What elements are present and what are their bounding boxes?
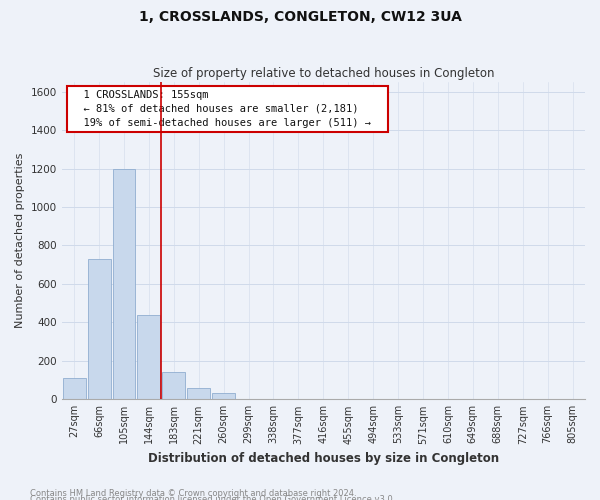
X-axis label: Distribution of detached houses by size in Congleton: Distribution of detached houses by size … <box>148 452 499 465</box>
Text: 1, CROSSLANDS, CONGLETON, CW12 3UA: 1, CROSSLANDS, CONGLETON, CW12 3UA <box>139 10 461 24</box>
Text: Contains public sector information licensed under the Open Government Licence v3: Contains public sector information licen… <box>30 495 395 500</box>
Bar <box>212 392 235 400</box>
Bar <box>187 388 210 400</box>
Text: Contains HM Land Registry data © Crown copyright and database right 2024.: Contains HM Land Registry data © Crown c… <box>30 488 356 498</box>
Bar <box>137 314 160 400</box>
Y-axis label: Number of detached properties: Number of detached properties <box>15 153 25 328</box>
Text: 1 CROSSLANDS: 155sqm  
  ← 81% of detached houses are smaller (2,181)  
  19% of: 1 CROSSLANDS: 155sqm ← 81% of detached h… <box>71 90 383 128</box>
Bar <box>163 372 185 400</box>
Bar <box>62 378 86 400</box>
Bar <box>113 168 136 400</box>
Title: Size of property relative to detached houses in Congleton: Size of property relative to detached ho… <box>152 66 494 80</box>
Bar <box>88 259 110 400</box>
